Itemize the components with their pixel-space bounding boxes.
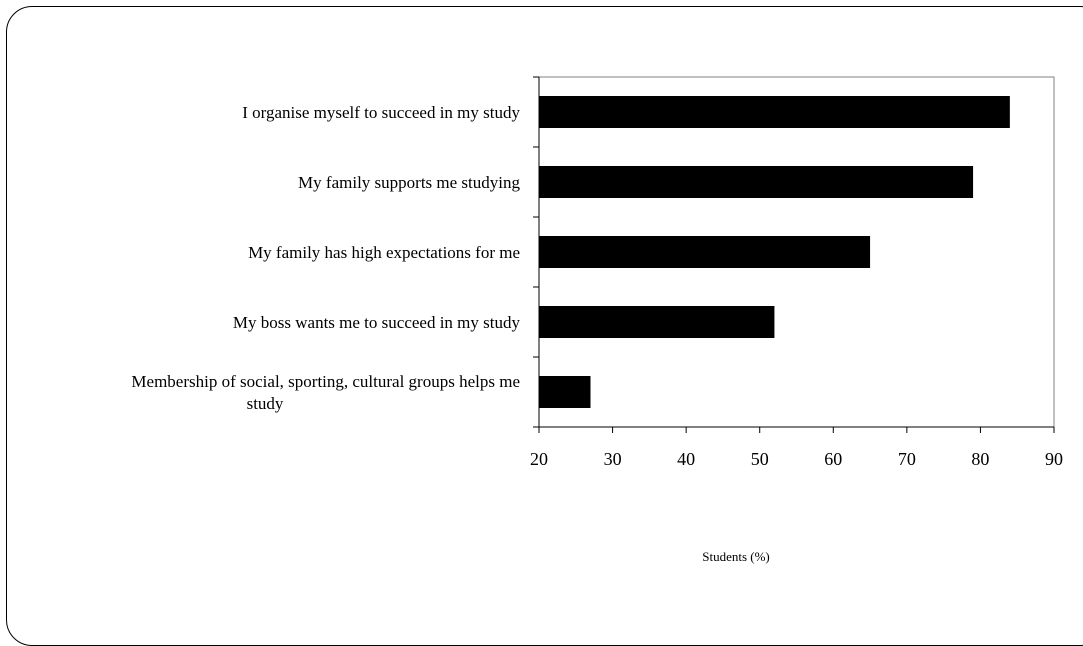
x-axis-ticks: 20 30 40 50 60 70 80 90 [530, 427, 1063, 469]
category-label-5-line-1: Membership of social, sporting, cultural… [131, 372, 520, 391]
bar-5 [539, 376, 591, 408]
bars [539, 96, 1010, 408]
x-tick-label-90: 90 [1045, 449, 1063, 469]
x-tick-label-30: 30 [604, 449, 622, 469]
x-tick-label-70: 70 [898, 449, 916, 469]
x-tick-label-80: 80 [971, 449, 989, 469]
category-label-3: My family has high expectations for me [248, 243, 520, 262]
y-axis-ticks [533, 76, 539, 428]
bar-4 [539, 306, 775, 338]
x-tick-label-50: 50 [751, 449, 769, 469]
bar-2 [539, 166, 974, 198]
bar-chart: 20 30 40 50 60 70 80 90 I organise myself to su… [131, 76, 1063, 564]
category-label-4: My boss wants me to succeed in my study [233, 313, 521, 332]
category-label-5-line-2: study [247, 394, 284, 413]
x-tick-label-20: 20 [530, 449, 548, 469]
x-tick-label-40: 40 [677, 449, 695, 469]
x-tick-label-60: 60 [824, 449, 842, 469]
x-axis-title: Students (%) [702, 549, 770, 564]
category-labels: I organise myself to succeed in my study… [131, 103, 520, 413]
bar-3 [539, 236, 871, 268]
category-label-1: I organise myself to succeed in my study [242, 103, 520, 122]
category-label-2: My family supports me studying [298, 173, 520, 192]
bar-1 [539, 96, 1010, 128]
